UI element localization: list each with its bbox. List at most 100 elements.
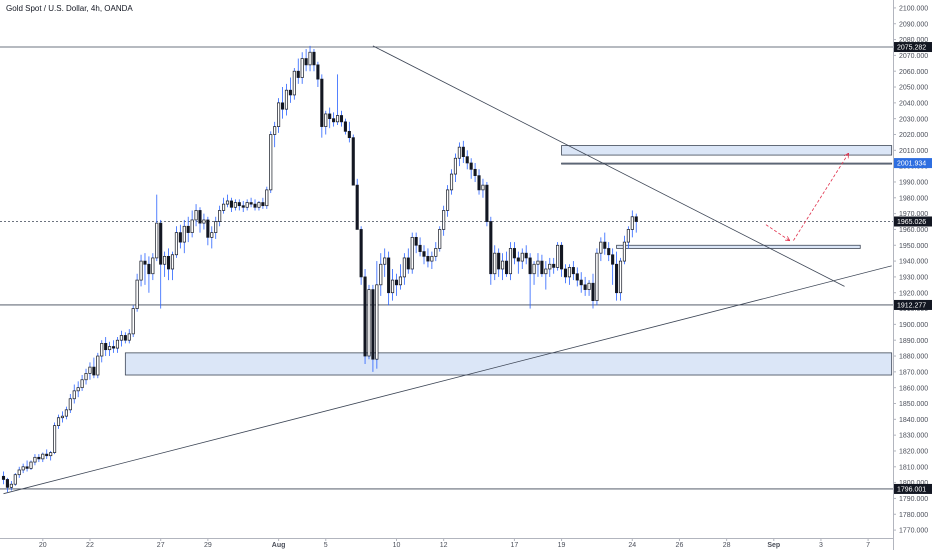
y-tick-label: 2050.000: [899, 85, 928, 92]
y-tick-label: 2020.000: [899, 132, 928, 139]
candle-body: [379, 263, 383, 286]
x-tick-label: 20: [39, 542, 47, 549]
candle-body: [402, 257, 406, 278]
candle-body: [599, 241, 603, 254]
candle-body: [229, 200, 233, 208]
price-badge: [894, 216, 932, 227]
candle-body: [434, 248, 438, 257]
y-tick-label: 1970.000: [899, 211, 928, 218]
candle-body: [442, 210, 446, 230]
candle-body: [351, 137, 355, 186]
candle-body: [504, 260, 509, 275]
price-badge-label: 1965.026: [897, 219, 926, 226]
candle-body: [465, 156, 469, 164]
candle-body: [339, 115, 344, 123]
candle-body: [355, 184, 359, 230]
candle-body: [104, 343, 108, 351]
candle-body: [253, 203, 257, 208]
y-tick-label: 1820.000: [899, 449, 928, 456]
candle-body: [477, 175, 481, 191]
candle-body: [422, 251, 426, 257]
candle-body: [493, 252, 497, 275]
y-tick-label: 1770.000: [899, 528, 928, 535]
price-badge: [894, 483, 932, 494]
y-tick-label: 1890.000: [899, 338, 928, 345]
candle-body: [182, 225, 186, 243]
candle-body: [414, 237, 418, 246]
projection-arrow: [793, 153, 848, 241]
zone-rect: [616, 244, 861, 249]
candle-body: [257, 202, 261, 208]
candle-body: [563, 268, 568, 278]
price-badge: [894, 299, 932, 310]
candle-body: [194, 210, 198, 221]
candle-body: [312, 51, 316, 66]
candle-body: [56, 417, 61, 427]
candle-body: [371, 289, 375, 360]
candle-body: [143, 260, 147, 265]
candle-body: [45, 453, 49, 457]
candle-body: [626, 229, 630, 243]
x-tick-label: 12: [440, 542, 448, 549]
y-tick-label: 1810.000: [899, 464, 928, 471]
candle-body: [214, 221, 218, 233]
candle-body: [473, 168, 477, 176]
candle-body: [332, 118, 336, 123]
x-tick-label: 3: [819, 542, 823, 549]
y-tick-label: 1840.000: [899, 417, 928, 424]
candle-body: [206, 219, 210, 238]
candle-body: [292, 70, 296, 96]
trendline: [3, 265, 892, 495]
candle-body: [556, 244, 560, 268]
candle-body: [174, 232, 178, 256]
candle-body: [622, 241, 626, 262]
candle-body: [64, 409, 68, 417]
candle-body: [634, 216, 638, 222]
price-badge: [894, 42, 932, 53]
x-tick-label: 26: [676, 542, 684, 549]
candle-body: [571, 267, 575, 275]
x-tick-label: 7: [866, 542, 870, 549]
candle-body: [328, 113, 332, 120]
y-tick-label: 1860.000: [899, 385, 928, 392]
candle-body: [127, 333, 131, 341]
candle-body: [115, 339, 120, 349]
x-tick-label: 19: [558, 542, 566, 549]
candle-body: [591, 282, 595, 301]
candle-body: [363, 276, 367, 357]
zone-rect: [561, 162, 893, 165]
candle-body: [461, 146, 465, 158]
candle-body: [532, 263, 536, 275]
y-tick-label: 1870.000: [899, 369, 928, 376]
candle-body: [241, 205, 245, 208]
candle-body: [288, 89, 292, 96]
candle-body: [123, 335, 127, 341]
candle-body: [394, 279, 399, 286]
candle-body: [139, 260, 143, 281]
candle-body: [237, 202, 241, 207]
candle-body: [446, 189, 450, 211]
candle-body: [108, 346, 112, 351]
candle-body: [469, 162, 473, 170]
candle-body: [481, 184, 485, 191]
candle-body: [501, 260, 505, 270]
candle-body: [88, 366, 92, 374]
candle-body: [5, 479, 9, 488]
candle-body: [131, 308, 135, 335]
candle-body: [269, 134, 273, 191]
y-tick-label: 1990.000: [899, 180, 928, 187]
candle-body: [375, 284, 379, 360]
x-tick-label: 17: [511, 542, 519, 549]
candle-body: [418, 244, 422, 252]
candle-body: [233, 202, 237, 208]
candle-body: [540, 260, 544, 275]
candle-body: [512, 248, 516, 259]
candle-body: [37, 456, 41, 460]
candle-body: [225, 200, 230, 205]
candle-body: [300, 58, 304, 78]
candle-body: [265, 189, 269, 207]
candle-body: [60, 415, 65, 419]
y-tick-label: 1800.000: [899, 480, 928, 487]
candle-body: [29, 461, 33, 469]
